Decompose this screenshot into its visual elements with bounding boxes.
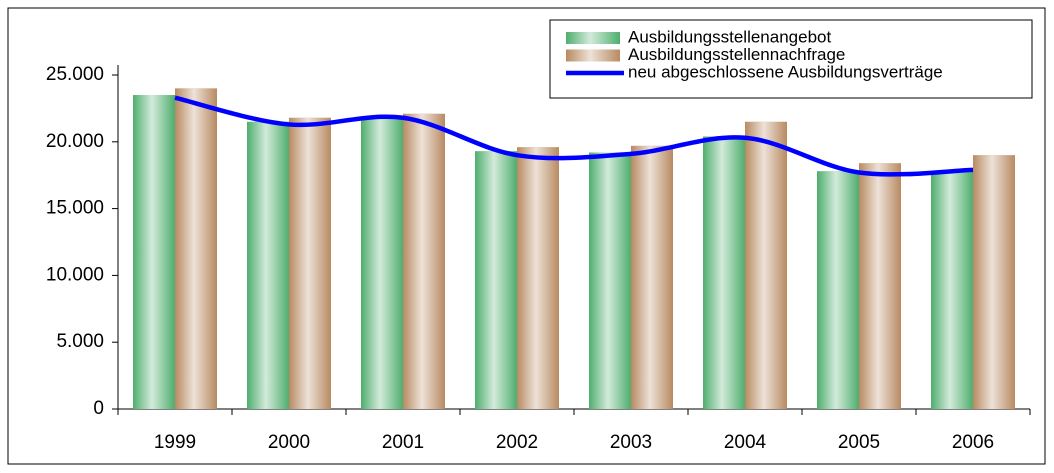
x-tick-label: 2001 [382,432,424,453]
y-tick-label: 25.000 [46,64,104,85]
bar-shine [361,119,403,409]
bar-shine [517,147,559,410]
x-tick-label: 2003 [610,432,652,453]
legend-label: neu abgeschlossene Ausbildungsverträge [628,62,943,81]
bar-shine [289,117,331,409]
x-tick-label: 2006 [952,432,994,453]
bar-shine [475,151,517,410]
x-tick-label: 2004 [724,432,767,453]
legend: AusbildungsstellenangebotAusbildungsstel… [566,27,943,81]
bar-shine [403,113,445,409]
y-tick-label: 10.000 [46,264,104,285]
bar-shine [931,171,973,409]
x-tick-label: 2002 [496,432,538,453]
legend-label: Ausbildungsstellennachfrage [628,45,845,64]
x-tick-label: 2000 [268,432,310,453]
legend-box [549,19,1033,99]
legend-swatch-shine [566,32,620,44]
legend-label: Ausbildungsstellenangebot [628,27,831,46]
y-tick-label: 15.000 [46,198,104,219]
y-tick-label: 5.000 [56,331,104,352]
line [174,95,974,177]
bar-shine [175,88,217,410]
bar-shine [817,171,859,409]
bar-shine [973,155,1015,409]
bar-shine [859,163,901,409]
y-tick-label: 0 [93,398,104,419]
bar-shine [745,121,787,409]
x-tick-label: 2005 [838,432,880,453]
bar-shine [703,136,745,409]
bar-shine [631,145,673,410]
bar-shine [247,121,289,409]
y-tick-label: 20.000 [46,131,104,152]
x-tick-label: 1999 [154,432,196,453]
bar-shine [133,95,175,409]
legend-swatch-shine [566,49,620,62]
bar-shine [589,152,631,409]
